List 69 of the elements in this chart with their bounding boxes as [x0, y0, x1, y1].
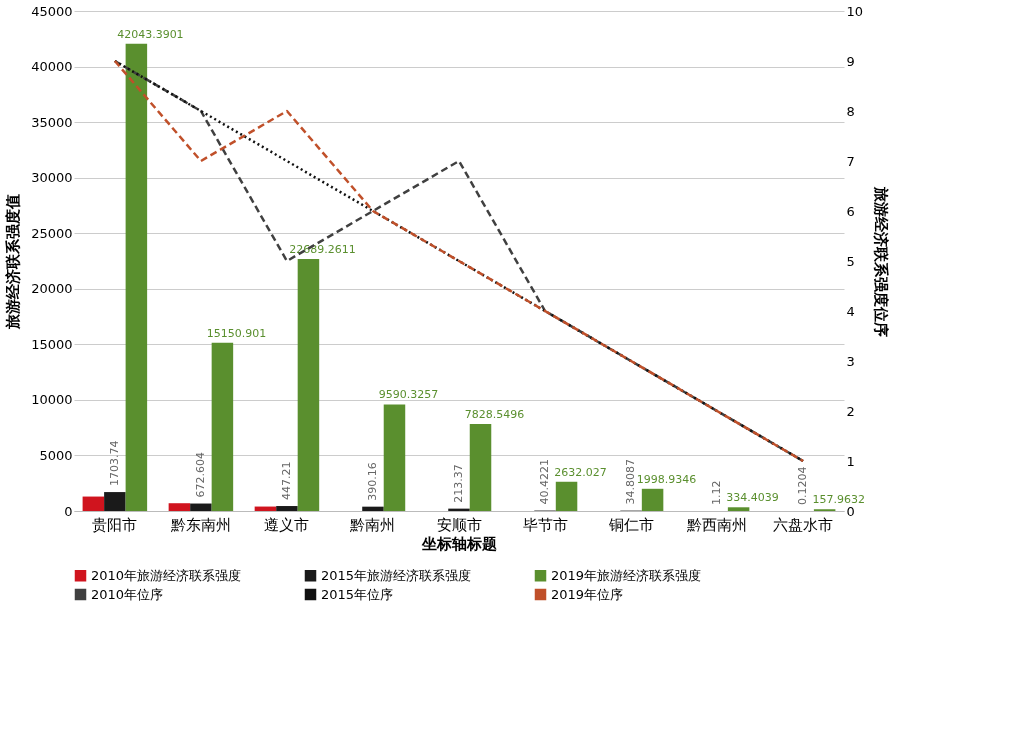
data-label: 2632.027 [554, 465, 607, 479]
y2-tick-label: 5 [846, 253, 855, 269]
data-label: 22689.2611 [289, 242, 356, 256]
legend-label: 2010年旅游经济联系强度 [91, 567, 242, 583]
data-label: 390.16 [365, 462, 379, 501]
data-label: 40.4221 [538, 459, 552, 505]
y2-tick-label: 2 [846, 403, 855, 419]
bar [383, 404, 406, 511]
bar [168, 503, 191, 511]
y-tick-label: 5000 [39, 447, 73, 463]
legend-label: 2015年旅游经济联系强度 [321, 567, 472, 583]
x-tick-label: 六盘水市 [773, 515, 834, 534]
x-tick-label: 贵阳市 [92, 515, 138, 534]
legend-label: 2019年旅游经济联系强度 [551, 567, 702, 583]
y-tick-label: 0 [64, 503, 73, 519]
data-label: 447.21 [279, 461, 293, 501]
data-label: 0.1204 [796, 466, 810, 505]
legend-label: 2010年位序 [91, 586, 164, 602]
y2-tick-label: 6 [846, 203, 855, 219]
bar [555, 481, 578, 511]
x-tick-label: 黔南州 [349, 515, 396, 534]
y2-tick-label: 9 [846, 53, 855, 69]
x-axis-title: 坐标轴标题 [421, 534, 497, 553]
legend-label: 2019年位序 [551, 586, 624, 602]
y-tick-label: 10000 [31, 392, 73, 408]
y-axis-title: 旅游经济联系强度值 [4, 194, 23, 330]
x-tick-label: 铜仁市 [607, 515, 654, 534]
y-tick-label: 20000 [31, 281, 73, 297]
data-label: 334.4039 [726, 491, 779, 505]
legend-label: 2015年位序 [321, 586, 394, 602]
bar [211, 342, 234, 511]
y-tick-label: 30000 [31, 170, 73, 186]
data-label: 15150.901 [206, 326, 267, 340]
data-label: 672.604 [193, 452, 207, 498]
data-label: 9590.3257 [378, 388, 439, 402]
y-tick-label: 45000 [31, 3, 73, 19]
bar [727, 507, 750, 511]
data-label: 213.37 [452, 464, 465, 503]
bar [297, 258, 320, 511]
data-label: 42043.3901 [117, 27, 184, 41]
bar [641, 488, 664, 511]
data-label: 1.12 [710, 480, 724, 505]
data-label: 1998.9346 [636, 472, 697, 486]
y2-tick-label: 8 [846, 103, 855, 119]
y-tick-label: 40000 [31, 59, 73, 75]
y2-tick-label: 7 [846, 153, 855, 169]
bar [104, 492, 126, 511]
bar [469, 424, 492, 511]
bar [362, 506, 384, 511]
y2-tick-label: 10 [846, 3, 864, 19]
x-tick-label: 黔东南州 [169, 515, 231, 534]
y2-tick-label: 3 [846, 353, 855, 369]
y2-tick-label: 4 [846, 303, 855, 319]
x-tick-label: 安顺市 [436, 515, 482, 534]
x-tick-label: 遵义市 [264, 515, 310, 534]
bar [125, 43, 148, 511]
bar [190, 503, 212, 511]
y-tick-label: 35000 [31, 114, 73, 130]
data-label: 7828.5496 [464, 408, 525, 422]
bar [276, 506, 298, 511]
data-label: 1703.74 [107, 440, 121, 487]
x-tick-label: 毕节市 [522, 515, 568, 534]
y-tick-label: 25000 [31, 225, 73, 241]
data-label: 34.8087 [624, 459, 638, 505]
y-tick-label: 15000 [31, 336, 73, 352]
bar [82, 496, 105, 511]
y2-tick-label: 1 [846, 453, 855, 469]
x-tick-label: 黔西南州 [686, 515, 748, 534]
y2-axis-title: 旅游经济联系强度位序 [872, 185, 891, 337]
